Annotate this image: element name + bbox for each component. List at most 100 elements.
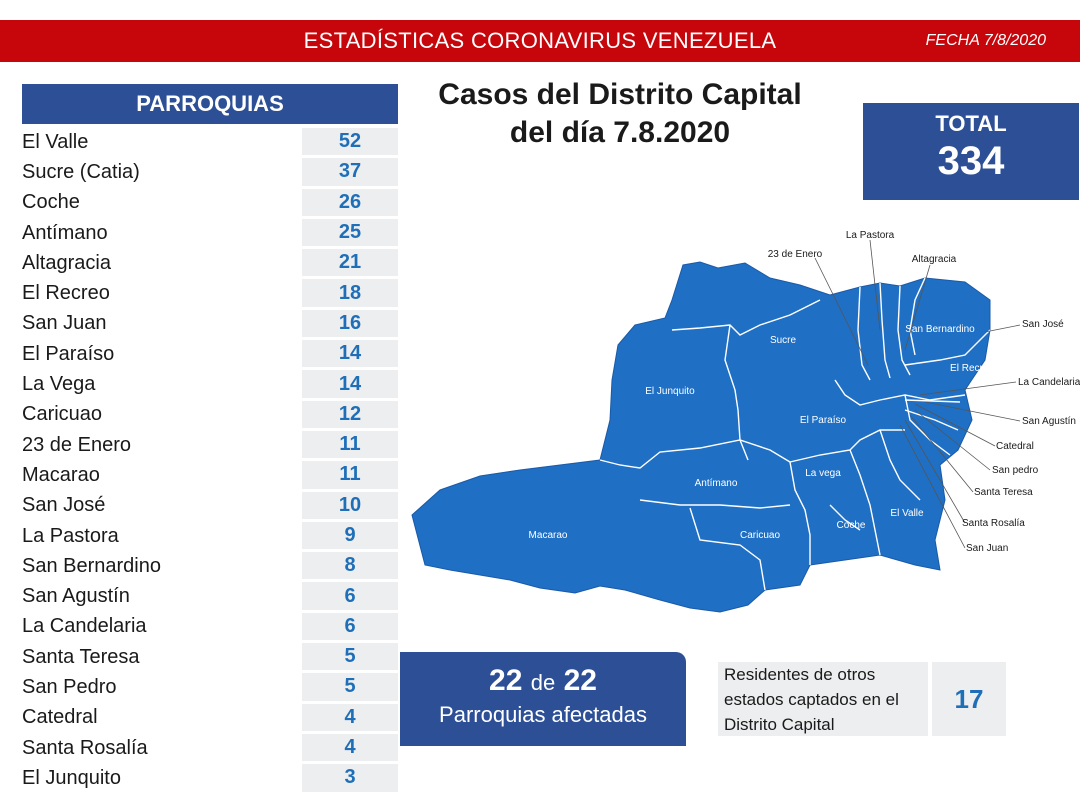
parroquia-name: La Vega — [22, 370, 298, 401]
parroquia-cases: 52 — [302, 128, 398, 159]
map-label-macarao: Macarao — [529, 530, 568, 541]
table-row: La Candelaria 6 — [22, 612, 398, 644]
table-row: El Junquito 3 — [22, 764, 398, 795]
map-label-la-vega: La vega — [805, 468, 841, 479]
parroquia-name: Antímano — [22, 218, 298, 250]
map-label-coche: Coche — [837, 520, 866, 531]
parroquia-cases: 14 — [302, 340, 398, 371]
map-callout-santa-rosalia: Santa Rosalía — [962, 518, 1025, 529]
table-row: San Juan 16 — [22, 309, 398, 341]
parroquia-name: San Agustín — [22, 582, 298, 613]
afectadas-count-line: 22 de 22 — [400, 664, 686, 698]
table-row: Catedral 4 — [22, 703, 398, 734]
parroquia-name: 23 de Enero — [22, 430, 298, 462]
parroquia-name: La Candelaria — [22, 612, 298, 644]
map-inside-labels: Sucre El Junquito El Paraíso Antímano La… — [529, 324, 995, 541]
parroquia-name: San Juan — [22, 309, 298, 341]
parroquia-cases: 5 — [302, 673, 398, 704]
table-row: La Vega 14 — [22, 370, 398, 401]
table-row: El Valle 52 — [22, 128, 398, 159]
parroquia-name: El Junquito — [22, 764, 298, 795]
afectadas-count: 22 — [489, 664, 523, 697]
table-row: El Recreo 18 — [22, 279, 398, 310]
map-callout-23-de-enero: 23 de Enero — [768, 249, 823, 260]
map-callout-san-juan: San Juan — [966, 543, 1008, 554]
parroquia-name: Macarao — [22, 461, 298, 492]
parroquia-name: San José — [22, 491, 298, 522]
table-row: 23 de Enero 11 — [22, 430, 398, 462]
map-callout-lines — [814, 239, 1021, 549]
afectadas-de: de — [530, 670, 556, 695]
parroquia-cases: 11 — [302, 461, 398, 492]
parroquia-cases: 26 — [302, 188, 398, 219]
map-borders — [599, 277, 991, 591]
afectadas-label: Parroquias afectadas — [439, 702, 647, 727]
parroquia-cases: 4 — [302, 703, 398, 734]
table-row: Coche 26 — [22, 188, 398, 219]
parroquia-name: San Bernardino — [22, 552, 298, 583]
parroquias-table: El Valle 52 Sucre (Catia) 37 Coche 26 Antímano… — [22, 128, 398, 795]
table-row: Macarao 11 — [22, 461, 398, 492]
map-callout-la-candelaria: La Candelaria — [1018, 377, 1080, 388]
parroquia-cases: 6 — [302, 612, 398, 644]
parroquia-cases: 14 — [302, 370, 398, 401]
map-label-el-recreo: El Recreo — [950, 363, 994, 374]
parroquia-cases: 18 — [302, 279, 398, 310]
table-row: San José 10 — [22, 491, 398, 522]
casos-title-line1: Casos del Distrito Capital — [438, 78, 802, 111]
parroquia-cases: 10 — [302, 491, 398, 522]
parroquia-name: Catedral — [22, 703, 298, 734]
parroquia-cases: 5 — [302, 643, 398, 674]
report-date: FECHA 7/8/2020 — [925, 32, 1046, 49]
table-row: Antímano 25 — [22, 218, 398, 250]
map-callout-catedral: Catedral — [996, 441, 1034, 452]
map-callout-altagracia: Altagracia — [912, 254, 957, 265]
parroquia-name: El Valle — [22, 128, 298, 159]
parroquia-cases: 16 — [302, 309, 398, 341]
map-callout-santa-teresa: Santa Teresa — [974, 487, 1033, 498]
parroquia-cases: 9 — [302, 521, 398, 553]
parroquia-name: Altagracia — [22, 249, 298, 280]
residentes-label-box: Residentes de otros estados captados en … — [718, 662, 928, 736]
total-value: 334 — [937, 139, 1005, 183]
map-label-san-bernardino: San Bernardino — [905, 324, 975, 335]
page-title: ESTADÍSTICAS CORONAVIRUS VENEZUELA — [303, 28, 777, 53]
afectadas-total: 22 — [563, 664, 597, 697]
map-label-el-junquito: El Junquito — [645, 386, 695, 397]
map-callout-san-jose: San José — [1022, 319, 1064, 330]
table-row: El Paraíso 14 — [22, 340, 398, 371]
table-row: San Bernardino 8 — [22, 552, 398, 583]
parroquias-afectadas-box: 22 de 22 Parroquias afectadas — [400, 652, 686, 746]
table-row: La Pastora 9 — [22, 521, 398, 553]
table-row: San Pedro 5 — [22, 673, 398, 704]
map-callout-la-pastora: La Pastora — [846, 230, 895, 241]
parroquia-cases: 6 — [302, 582, 398, 613]
parroquia-cases: 12 — [302, 400, 398, 431]
parroquia-name: San Pedro — [22, 673, 298, 704]
table-row: Sucre (Catia) 37 — [22, 158, 398, 189]
map-label-el-valle: El Valle — [890, 508, 924, 519]
parroquia-cases: 21 — [302, 249, 398, 280]
table-row: Altagracia 21 — [22, 249, 398, 280]
parroquia-cases: 8 — [302, 552, 398, 583]
parroquias-table-heading: PARROQUIAS — [22, 84, 398, 124]
map-label-sucre: Sucre — [770, 335, 797, 346]
map-callout-san-pedro: San pedro — [992, 465, 1039, 476]
table-row: Caricuao 12 — [22, 400, 398, 431]
total-label: TOTAL — [935, 111, 1007, 136]
total-box: TOTAL 334 — [863, 103, 1079, 200]
parroquia-name: La Pastora — [22, 521, 298, 553]
distrito-capital-map: Sucre El Junquito El Paraíso Antímano La… — [411, 230, 1080, 613]
map-label-caricuao: Caricuao — [740, 530, 780, 541]
parroquia-name: Santa Teresa — [22, 643, 298, 674]
parroquia-cases: 4 — [302, 733, 398, 765]
casos-title: Casos del Distrito Capital del día 7.8.2… — [410, 76, 830, 152]
map-label-el-paraiso: El Paraíso — [800, 415, 847, 426]
parroquia-name: Coche — [22, 188, 298, 219]
table-row: Santa Rosalía 4 — [22, 733, 398, 765]
parroquia-name: Caricuao — [22, 400, 298, 431]
residentes-line1: Residentes de otros — [724, 665, 876, 684]
parroquia-name: Sucre (Catia) — [22, 158, 298, 189]
residentes-line3: Distrito Capital — [724, 715, 835, 734]
parroquia-cases: 3 — [302, 764, 398, 795]
